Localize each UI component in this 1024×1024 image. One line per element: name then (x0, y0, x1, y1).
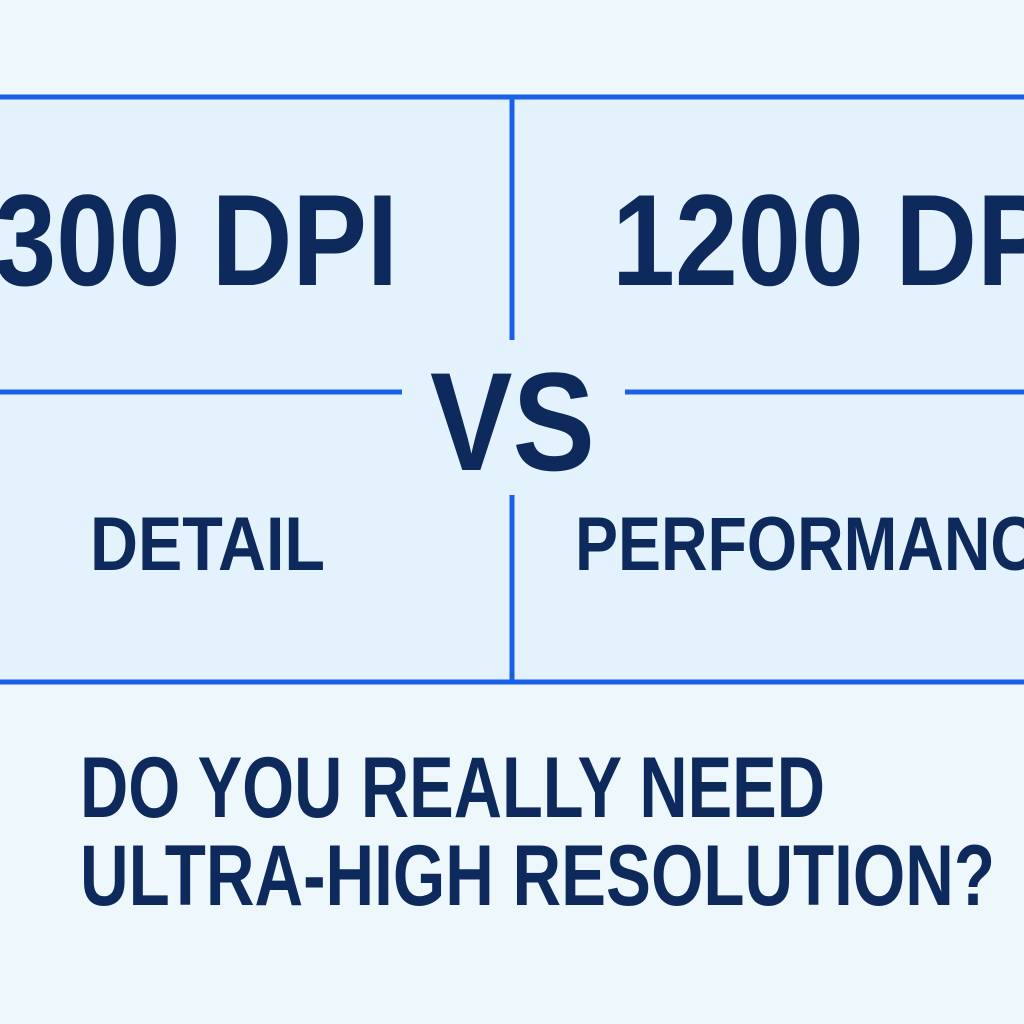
versus: VS (430, 343, 595, 500)
right-title: 1200 DPI (612, 167, 1024, 313)
question-line: DO YOU REALLY NEED (80, 740, 825, 836)
left-title: 300 DPI (0, 167, 398, 313)
left-label: DETAIL (90, 502, 325, 587)
right-label: PERFORMANCE (575, 502, 1024, 587)
question-line: ULTRA-HIGH RESOLUTION? (80, 828, 995, 924)
